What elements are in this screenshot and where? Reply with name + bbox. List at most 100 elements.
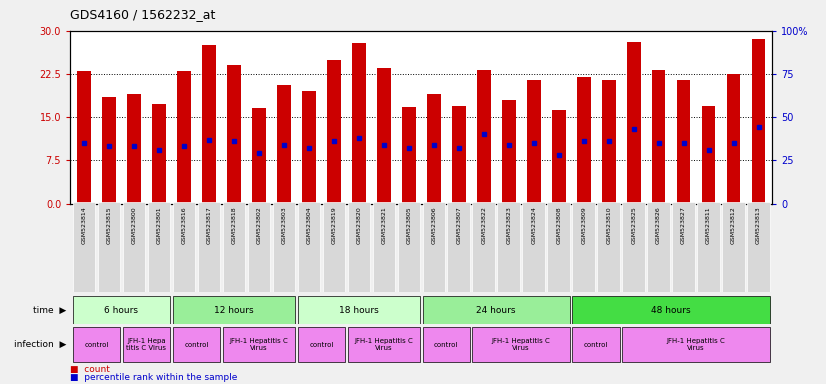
- Text: GSM523827: GSM523827: [681, 206, 686, 244]
- Text: 24 hours: 24 hours: [477, 306, 516, 314]
- Bar: [427, 94, 440, 204]
- Text: GSM523815: GSM523815: [107, 206, 112, 244]
- Text: ■  percentile rank within the sample: ■ percentile rank within the sample: [70, 372, 238, 382]
- Text: GSM523807: GSM523807: [456, 206, 461, 244]
- Text: GSM523826: GSM523826: [656, 206, 661, 244]
- Text: GSM523811: GSM523811: [706, 206, 711, 244]
- Text: GSM523808: GSM523808: [556, 206, 561, 244]
- Bar: [652, 70, 666, 204]
- FancyBboxPatch shape: [248, 202, 270, 292]
- Text: GSM523825: GSM523825: [631, 206, 636, 244]
- Bar: [352, 43, 366, 204]
- FancyBboxPatch shape: [223, 202, 245, 292]
- FancyBboxPatch shape: [423, 202, 445, 292]
- FancyBboxPatch shape: [223, 327, 295, 362]
- Text: GSM523809: GSM523809: [582, 206, 586, 244]
- FancyBboxPatch shape: [123, 327, 170, 362]
- Bar: [277, 86, 291, 204]
- Text: control: control: [434, 342, 458, 348]
- FancyBboxPatch shape: [297, 296, 420, 324]
- Bar: [702, 106, 715, 204]
- Bar: [127, 94, 140, 204]
- Text: JFH-1 Hepa
titis C Virus: JFH-1 Hepa titis C Virus: [126, 338, 166, 351]
- Text: ■  count: ■ count: [70, 365, 110, 374]
- Text: GSM523810: GSM523810: [606, 206, 611, 244]
- Bar: [327, 60, 340, 204]
- FancyBboxPatch shape: [73, 327, 120, 362]
- FancyBboxPatch shape: [373, 202, 395, 292]
- Text: 48 hours: 48 hours: [652, 306, 691, 314]
- Bar: [477, 70, 491, 204]
- FancyBboxPatch shape: [397, 202, 420, 292]
- FancyBboxPatch shape: [748, 202, 770, 292]
- FancyBboxPatch shape: [472, 202, 495, 292]
- FancyBboxPatch shape: [148, 202, 170, 292]
- Text: JFH-1 Hepatitis C
Virus: JFH-1 Hepatitis C Virus: [230, 338, 288, 351]
- FancyBboxPatch shape: [672, 202, 695, 292]
- Text: GSM523819: GSM523819: [331, 206, 336, 244]
- Text: GSM523814: GSM523814: [82, 206, 87, 244]
- Bar: [602, 79, 615, 204]
- Bar: [302, 91, 316, 204]
- Bar: [452, 106, 466, 204]
- FancyBboxPatch shape: [623, 202, 645, 292]
- Text: 6 hours: 6 hours: [104, 306, 139, 314]
- Text: JFH-1 Hepatitis C
Virus: JFH-1 Hepatitis C Virus: [667, 338, 725, 351]
- Bar: [552, 110, 566, 204]
- FancyBboxPatch shape: [323, 202, 345, 292]
- Bar: [152, 104, 166, 204]
- FancyBboxPatch shape: [697, 202, 719, 292]
- Text: GSM523824: GSM523824: [531, 206, 536, 244]
- Text: control: control: [584, 342, 608, 348]
- Text: control: control: [84, 342, 109, 348]
- FancyBboxPatch shape: [497, 202, 520, 292]
- FancyBboxPatch shape: [173, 202, 195, 292]
- FancyBboxPatch shape: [197, 202, 220, 292]
- Bar: [727, 74, 740, 204]
- Text: GSM523816: GSM523816: [182, 206, 187, 244]
- Text: GSM523803: GSM523803: [282, 206, 287, 244]
- Text: GDS4160 / 1562232_at: GDS4160 / 1562232_at: [70, 8, 216, 21]
- FancyBboxPatch shape: [623, 327, 770, 362]
- FancyBboxPatch shape: [472, 327, 570, 362]
- FancyBboxPatch shape: [723, 202, 745, 292]
- FancyBboxPatch shape: [273, 202, 295, 292]
- FancyBboxPatch shape: [297, 327, 345, 362]
- FancyBboxPatch shape: [297, 202, 320, 292]
- Text: GSM523806: GSM523806: [431, 206, 436, 244]
- Bar: [177, 71, 191, 204]
- FancyBboxPatch shape: [348, 327, 420, 362]
- Text: GSM523821: GSM523821: [382, 206, 387, 244]
- FancyBboxPatch shape: [448, 202, 470, 292]
- Bar: [402, 107, 415, 204]
- Bar: [102, 97, 116, 204]
- Text: control: control: [184, 342, 209, 348]
- Text: GSM523823: GSM523823: [506, 206, 511, 244]
- Bar: [202, 45, 216, 204]
- Text: GSM523804: GSM523804: [306, 206, 311, 244]
- Text: GSM523820: GSM523820: [356, 206, 361, 244]
- FancyBboxPatch shape: [173, 327, 220, 362]
- Text: infection  ▶: infection ▶: [14, 340, 66, 349]
- FancyBboxPatch shape: [173, 296, 295, 324]
- FancyBboxPatch shape: [123, 202, 145, 292]
- Text: GSM523802: GSM523802: [256, 206, 261, 244]
- FancyBboxPatch shape: [648, 202, 670, 292]
- FancyBboxPatch shape: [423, 296, 570, 324]
- FancyBboxPatch shape: [73, 296, 170, 324]
- FancyBboxPatch shape: [572, 327, 620, 362]
- Text: GSM523812: GSM523812: [731, 206, 736, 244]
- Text: GSM523800: GSM523800: [131, 206, 136, 244]
- Bar: [502, 100, 515, 204]
- Text: JFH-1 Hepatitis C
Virus: JFH-1 Hepatitis C Virus: [491, 338, 551, 351]
- FancyBboxPatch shape: [597, 202, 620, 292]
- Text: GSM523822: GSM523822: [482, 206, 487, 244]
- Text: JFH-1 Hepatitis C
Virus: JFH-1 Hepatitis C Virus: [354, 338, 413, 351]
- Text: 18 hours: 18 hours: [339, 306, 378, 314]
- Bar: [676, 79, 691, 204]
- FancyBboxPatch shape: [523, 202, 545, 292]
- Bar: [252, 109, 266, 204]
- Bar: [752, 39, 766, 204]
- Text: GSM523805: GSM523805: [406, 206, 411, 244]
- Text: control: control: [309, 342, 334, 348]
